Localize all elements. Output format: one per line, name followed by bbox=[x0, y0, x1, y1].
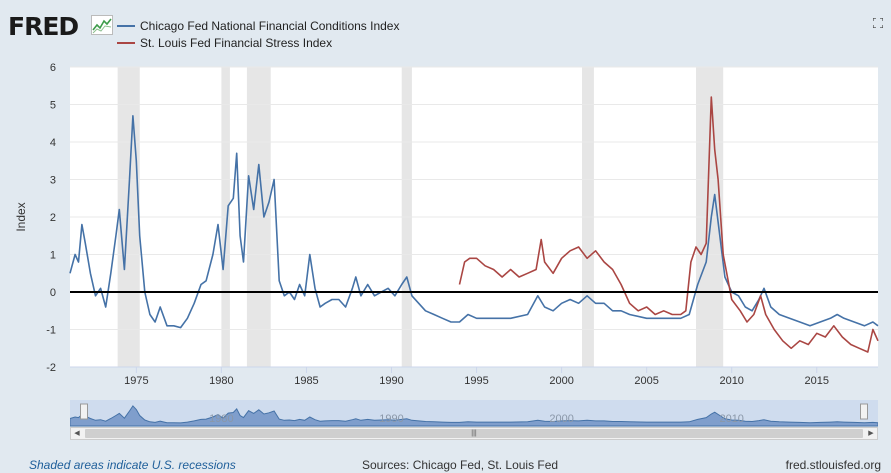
x-tick-label-1985: 1985 bbox=[294, 375, 318, 387]
y-tick-label-3: 3 bbox=[50, 175, 56, 187]
navigator-tick-2000: 2000 bbox=[549, 413, 573, 425]
x-tick-label-2005: 2005 bbox=[634, 375, 658, 387]
fred-site-link[interactable]: fred.stlouisfed.org bbox=[785, 458, 881, 472]
legend-label-chicago: Chicago Fed National Financial Condition… bbox=[140, 18, 400, 33]
x-tick-label-1995: 1995 bbox=[464, 375, 488, 387]
navigator-handle-left[interactable] bbox=[80, 403, 88, 420]
fred-logo[interactable]: FRED bbox=[8, 12, 79, 41]
chart-legend: Chicago Fed National Financial Condition… bbox=[117, 17, 399, 51]
y-tick-label-0: 0 bbox=[50, 287, 56, 299]
sources-text: Sources: Chicago Fed, St. Louis Fed bbox=[362, 458, 559, 472]
scroll-right-arrow-icon[interactable]: ▶ bbox=[868, 430, 874, 437]
y-tick-label-6: 6 bbox=[50, 62, 56, 74]
chart-header: FRED Chicago Fed National Financial Cond… bbox=[0, 0, 891, 58]
y-tick-label-2: 2 bbox=[50, 212, 56, 224]
x-tick-label-1975: 1975 bbox=[124, 375, 148, 387]
navigator-tick-1980: 1980 bbox=[209, 413, 233, 425]
series-line-0 bbox=[69, 115, 879, 329]
legend-item-stlouis[interactable]: St. Louis Fed Financial Stress Index bbox=[117, 34, 399, 51]
x-tick-label-2015: 2015 bbox=[805, 375, 829, 387]
x-tick-label-2000: 2000 bbox=[549, 375, 573, 387]
legend-swatch-chicago bbox=[117, 24, 135, 27]
range-navigator[interactable]: 1980 1990 2000 2010 bbox=[70, 400, 878, 440]
legend-item-chicago[interactable]: Chicago Fed National Financial Condition… bbox=[117, 17, 399, 34]
y-tick-label-4: 4 bbox=[50, 137, 56, 149]
scroll-left-arrow-icon[interactable]: ◀ bbox=[74, 430, 80, 437]
y-tick-label-5: 5 bbox=[50, 100, 56, 112]
navigator-area bbox=[70, 405, 878, 427]
legend-label-stlouis: St. Louis Fed Financial Stress Index bbox=[140, 35, 333, 50]
x-tick-label-1980: 1980 bbox=[209, 375, 233, 387]
y-tick-label--2: -2 bbox=[46, 362, 56, 374]
series-line-1 bbox=[458, 96, 879, 353]
y-tick-label-1: 1 bbox=[50, 250, 56, 262]
x-tick-label-2010: 2010 bbox=[719, 375, 743, 387]
scroll-thumb[interactable]: ||| bbox=[85, 429, 863, 438]
navigator-handle-right[interactable] bbox=[860, 403, 868, 420]
y-tick-label--1: -1 bbox=[46, 325, 56, 337]
legend-swatch-stlouis bbox=[117, 41, 135, 44]
recession-footnote: Shaded areas indicate U.S. recessions bbox=[29, 458, 236, 472]
chart-footer: Shaded areas indicate U.S. recessions So… bbox=[0, 454, 891, 473]
fred-logo-chart-icon bbox=[91, 15, 113, 35]
range-scrollbar[interactable]: ◀ ||| ▶ bbox=[70, 427, 878, 440]
y-axis-title: Index bbox=[14, 202, 28, 231]
navigator-tick-2010: 2010 bbox=[719, 413, 743, 425]
x-tick-label-1990: 1990 bbox=[379, 375, 403, 387]
line-chart: -2 -1 0 1 2 3 4 5 6 1975 1980 1985 1990 1995 2000 2005 2… bbox=[14, 62, 879, 387]
navigator-tick-1990: 1990 bbox=[379, 413, 403, 425]
